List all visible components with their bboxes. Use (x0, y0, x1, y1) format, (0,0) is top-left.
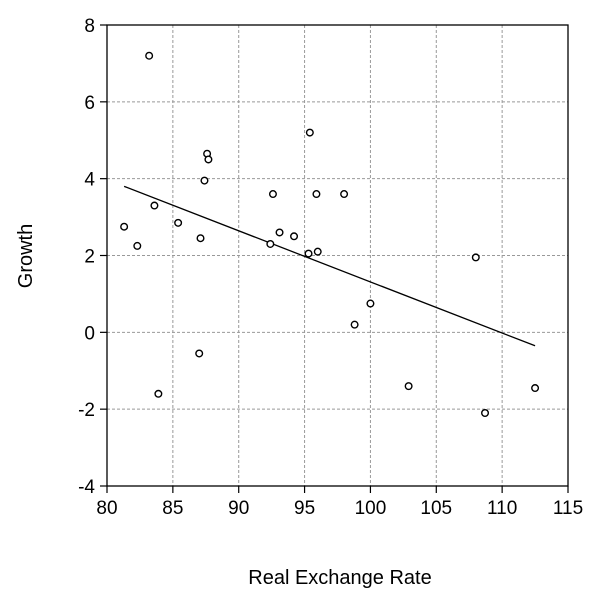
data-point (304, 249, 313, 258)
data-point (471, 253, 480, 262)
data-point (195, 349, 204, 358)
x-tick-label: 100 (355, 498, 387, 519)
data-point (196, 234, 205, 243)
x-tick-label: 115 (553, 498, 583, 519)
regression-line (123, 185, 536, 347)
data-point (133, 241, 142, 250)
data-point (404, 382, 413, 391)
data-point (531, 384, 540, 393)
y-tick-label: 4 (84, 170, 95, 191)
data-point (290, 232, 299, 241)
data-point (266, 239, 275, 248)
data-point (366, 299, 375, 308)
x-tick-label: 110 (487, 498, 517, 519)
y-axis-ticks: -4 -2 0 2 4 6 8 (78, 16, 107, 498)
regression-line-group (123, 185, 536, 347)
y-tick-label: 2 (84, 247, 95, 268)
x-axis-ticks: 80 85 90 95 100 105 110 115 (96, 486, 583, 519)
data-points (120, 51, 540, 418)
x-tick-label: 85 (162, 498, 183, 519)
grid-lines (107, 25, 568, 486)
y-tick-label: 0 (84, 323, 95, 344)
data-point (174, 218, 183, 227)
y-tick-label: 6 (84, 93, 95, 114)
y-tick-label: -4 (78, 477, 95, 498)
data-point (120, 222, 129, 231)
data-point (145, 51, 154, 60)
data-point (305, 128, 314, 137)
data-point (200, 176, 209, 185)
x-tick-label: 80 (96, 498, 117, 519)
x-tick-label: 90 (228, 498, 249, 519)
x-tick-label: 105 (420, 498, 452, 519)
y-tick-label: 8 (84, 16, 95, 37)
data-point (154, 389, 163, 398)
data-point (204, 155, 213, 164)
x-tick-label: 95 (294, 498, 315, 519)
data-point (340, 190, 349, 199)
y-tick-label: -2 (78, 400, 95, 421)
data-point (313, 247, 322, 256)
data-point (481, 409, 490, 418)
y-axis-title: Growth (15, 224, 37, 288)
data-point (150, 201, 159, 210)
data-point (312, 190, 321, 199)
data-point (350, 320, 359, 329)
data-point (275, 228, 284, 237)
x-axis-title: Real Exchange Rate (248, 567, 431, 589)
data-point (268, 190, 277, 199)
